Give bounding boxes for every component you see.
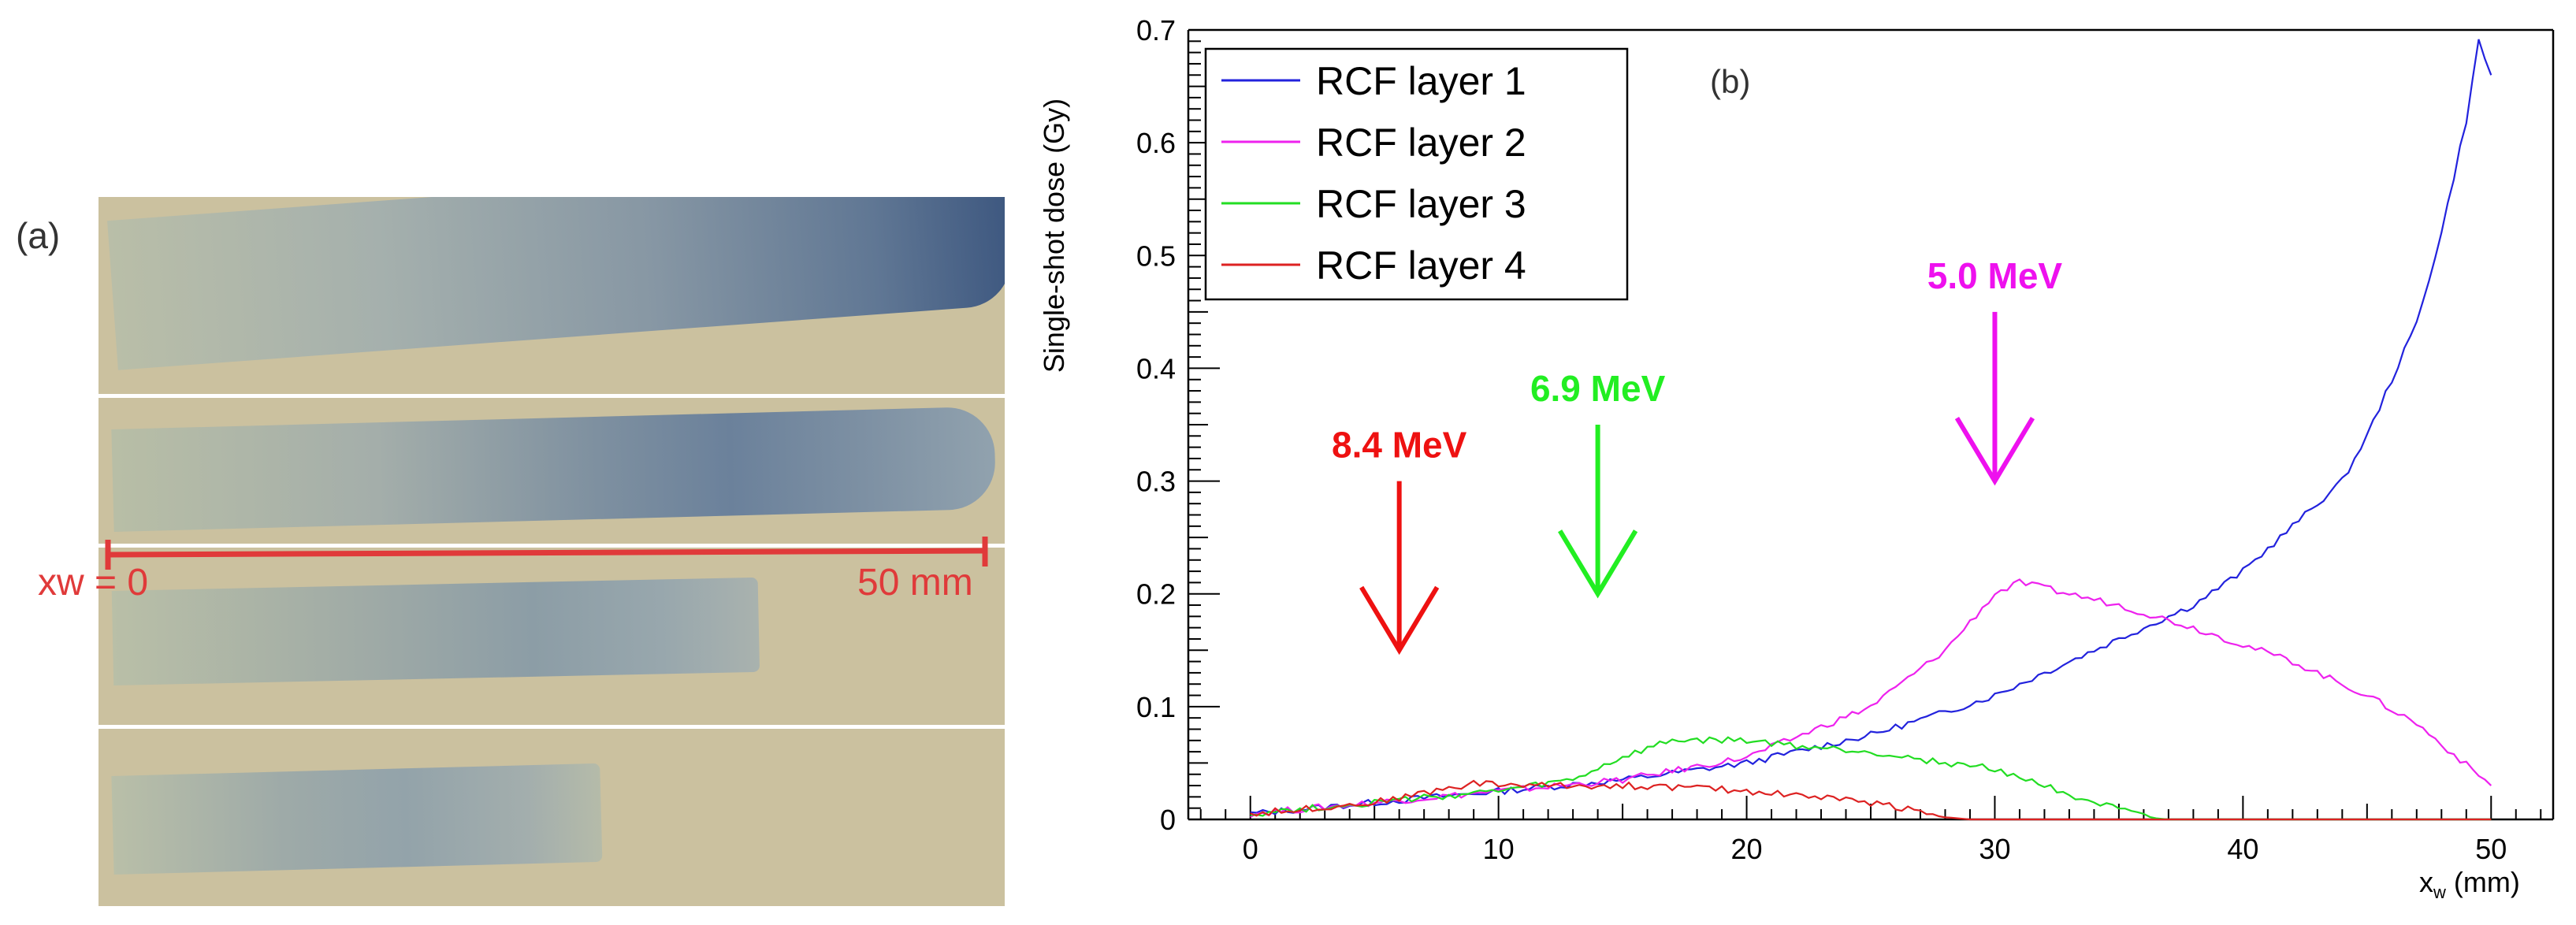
y-tick-label: 0.4 <box>1136 352 1176 384</box>
y-tick-label: 0.5 <box>1136 240 1176 272</box>
series-line-rcf-layer-2 <box>1250 578 2492 819</box>
xw-ruler <box>105 537 988 570</box>
dose-profile-chart: 0 10 20 30 40 50 0 0.1 0.2 0.3 0.4 0.5 0.6 0.7 Single-… <box>1038 14 2555 902</box>
legend-label: RCF layer 4 <box>1316 243 1526 288</box>
x-axis-label-sub: w <box>2433 882 2446 902</box>
x-tick-label: 20 <box>1731 833 1763 865</box>
annotation-arrow-head <box>1359 585 1440 656</box>
x-tick-label: 50 <box>2475 833 2507 865</box>
x-tick-label: 0 <box>1243 833 1258 865</box>
film-separator <box>99 394 1005 398</box>
annotation-label: 6.9 MeV <box>1530 368 1666 409</box>
film-layer-2 <box>99 398 1005 544</box>
legend-label: RCF layer 3 <box>1316 182 1526 226</box>
legend-box <box>1204 47 1629 301</box>
film-layer-4 <box>99 729 1005 906</box>
x-axis-label-unit: (mm) <box>2446 866 2520 898</box>
film-separator <box>99 725 1005 729</box>
panel-a-label: (a) <box>16 215 61 256</box>
annotation-label: 5.0 MeV <box>1927 255 2063 296</box>
annotation-arrow-head <box>1954 417 2035 486</box>
film-layer-1 <box>99 197 1005 394</box>
x-tick-label: 30 <box>1979 833 2010 865</box>
ruler-start-label: xw = 0 <box>38 562 149 604</box>
y-tick-label: 0.2 <box>1136 578 1176 611</box>
y-axis-label: Single-shot dose (Gy) <box>1038 98 1070 373</box>
series-line-rcf-layer-4 <box>1250 779 2492 821</box>
x-axis-label: xw (mm) <box>2419 866 2520 902</box>
panel-b-label: (b) <box>1710 63 1750 100</box>
annotation-arrow-head <box>1558 529 1638 599</box>
legend-label: RCF layer 1 <box>1316 59 1526 103</box>
ruler-end-label: 50 mm <box>857 562 973 604</box>
ruler-line <box>107 548 986 558</box>
y-tick-label: 0.1 <box>1136 691 1176 723</box>
y-tick-label: 0 <box>1160 804 1176 836</box>
x-tick-label: 40 <box>2227 833 2258 865</box>
film-layer-3 <box>99 548 1005 725</box>
x-axis-label-main: x <box>2419 866 2433 898</box>
legend-label: RCF layer 2 <box>1316 121 1526 165</box>
x-tick-label: 10 <box>1483 833 1515 865</box>
y-tick-label: 0.7 <box>1136 14 1176 46</box>
film-separator <box>99 544 1005 548</box>
annotation-label: 8.4 MeV <box>1332 425 1467 466</box>
y-tick-label: 0.3 <box>1136 466 1176 498</box>
y-tick-label: 0.6 <box>1136 127 1176 159</box>
